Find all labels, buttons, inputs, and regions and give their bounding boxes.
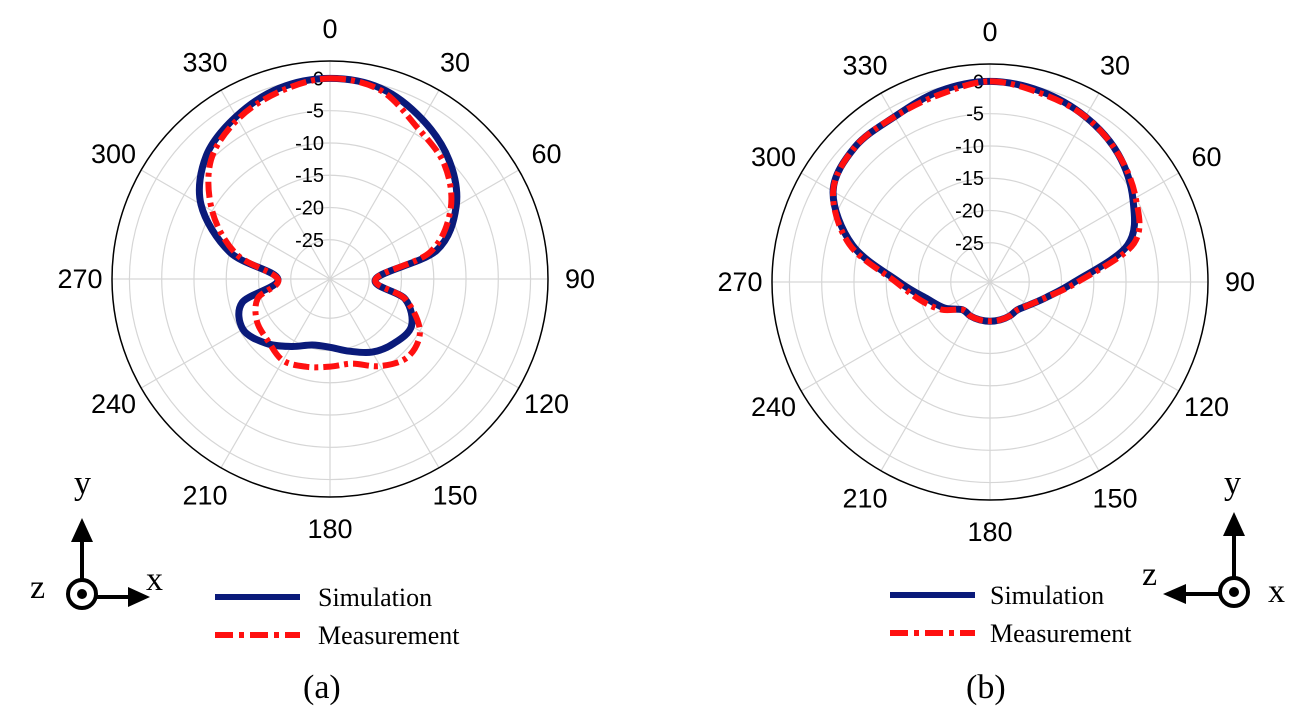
- axis-label-y-b: y: [1224, 465, 1241, 502]
- grid-spoke-b-60: [989, 172, 1180, 283]
- angle-tick-label-a-240: 240: [91, 389, 136, 419]
- radial-tick-label-b-1: -5: [966, 104, 984, 126]
- angle-tick-label-a-270: 270: [57, 264, 102, 294]
- angle-tick-label-b-120: 120: [1184, 392, 1229, 422]
- grid-spoke-b-210: [880, 281, 991, 472]
- series-line-a-simulation: [195, 74, 461, 357]
- series-line-b-measurement: [830, 78, 1143, 325]
- radial-tick-label-a-4: -20: [295, 197, 324, 219]
- grid-spoke-a-120: [329, 278, 520, 389]
- radial-tick-label-b-3: -15: [955, 168, 984, 190]
- caption-a: (a): [303, 669, 341, 706]
- angle-tick-label-a-330: 330: [182, 47, 227, 77]
- axis-label-y-a: y: [74, 465, 91, 502]
- legend-label-simulation-a: Simulation: [318, 583, 432, 612]
- axis-label-x-b: x: [1268, 573, 1285, 610]
- legend-a: Simulation Measurement: [215, 583, 460, 650]
- angle-tick-label-b-60: 60: [1191, 142, 1221, 172]
- angle-tick-label-b-210: 210: [842, 484, 887, 514]
- grid-spoke-b-330: [880, 92, 991, 283]
- outer-circle-a: [111, 60, 549, 498]
- angle-tick-label-b-180: 180: [967, 517, 1012, 547]
- axis-label-x-a: x: [146, 561, 163, 598]
- out-of-page-dot-icon-b: [1229, 587, 1239, 597]
- radial-tick-label-a-2: -10: [295, 133, 324, 155]
- angle-tick-label-b-30: 30: [1100, 50, 1130, 80]
- angle-tick-label-b-240: 240: [751, 392, 796, 422]
- angle-tick-label-b-330: 330: [842, 50, 887, 80]
- outer-circle-b: [771, 63, 1209, 501]
- legend-label-simulation-b: Simulation: [990, 581, 1104, 610]
- angle-tick-label-b-90: 90: [1225, 267, 1255, 297]
- grid-spoke-a-330: [220, 89, 331, 280]
- grid-spoke-a-300: [140, 169, 331, 280]
- angle-tick-label-a-0: 0: [322, 14, 337, 44]
- angle-tick-label-b-150: 150: [1092, 484, 1137, 514]
- angle-tick-label-a-60: 60: [531, 139, 561, 169]
- grid-spoke-a-210: [220, 278, 331, 469]
- coordinate-axes-icon-b: y z x: [1142, 465, 1285, 610]
- grid-spoke-b-150: [989, 281, 1100, 472]
- grid-spoke-b-120: [989, 281, 1180, 392]
- legend-label-measurement-a: Measurement: [318, 621, 460, 650]
- z-arrowhead-icon-b: [1163, 584, 1186, 604]
- grid-spoke-b-30: [989, 92, 1100, 283]
- grid-spoke-a-150: [329, 278, 440, 469]
- axis-label-z-b: z: [1142, 556, 1157, 593]
- series-line-a-measurement: [205, 75, 455, 371]
- polar-chart-b: 03060901201501802102402703003300-5-10-15…: [717, 17, 1255, 547]
- angle-tick-label-a-180: 180: [307, 514, 352, 544]
- legend-label-measurement-b: Measurement: [990, 619, 1132, 648]
- grid-spoke-a-240: [140, 278, 331, 389]
- coordinate-axes-icon-a: y x z: [30, 465, 163, 610]
- x-arrowhead-icon-a: [128, 587, 150, 607]
- radial-tick-label-a-1: -5: [306, 101, 324, 123]
- angle-tick-label-a-150: 150: [432, 481, 477, 511]
- angle-tick-label-a-300: 300: [91, 139, 136, 169]
- angle-tick-label-b-270: 270: [717, 267, 762, 297]
- legend-b: Simulation Measurement: [890, 581, 1132, 648]
- caption-b: (b): [966, 669, 1006, 706]
- grid-spoke-b-240: [800, 281, 991, 392]
- angle-tick-label-a-210: 210: [182, 481, 227, 511]
- radial-tick-label-a-3: -15: [295, 165, 324, 187]
- y-arrowhead-icon-a: [71, 518, 93, 542]
- radial-tick-label-b-5: -25: [955, 233, 984, 255]
- polar-chart-a: 03060901201501802102402703003300-5-10-15…: [57, 14, 595, 544]
- angle-tick-label-b-300: 300: [751, 142, 796, 172]
- grid-spoke-a-60: [329, 169, 520, 280]
- radial-tick-label-a-5: -25: [295, 230, 324, 252]
- axis-label-z-a: z: [30, 569, 45, 606]
- angle-tick-label-a-90: 90: [565, 264, 595, 294]
- radial-tick-label-b-4: -20: [955, 200, 984, 222]
- angle-tick-label-b-0: 0: [982, 17, 997, 47]
- angle-tick-label-a-120: 120: [524, 389, 569, 419]
- y-arrowhead-icon-b: [1223, 512, 1245, 536]
- out-of-page-dot-icon-a: [77, 589, 87, 599]
- angle-tick-label-a-30: 30: [440, 47, 470, 77]
- radial-tick-label-b-2: -10: [955, 136, 984, 158]
